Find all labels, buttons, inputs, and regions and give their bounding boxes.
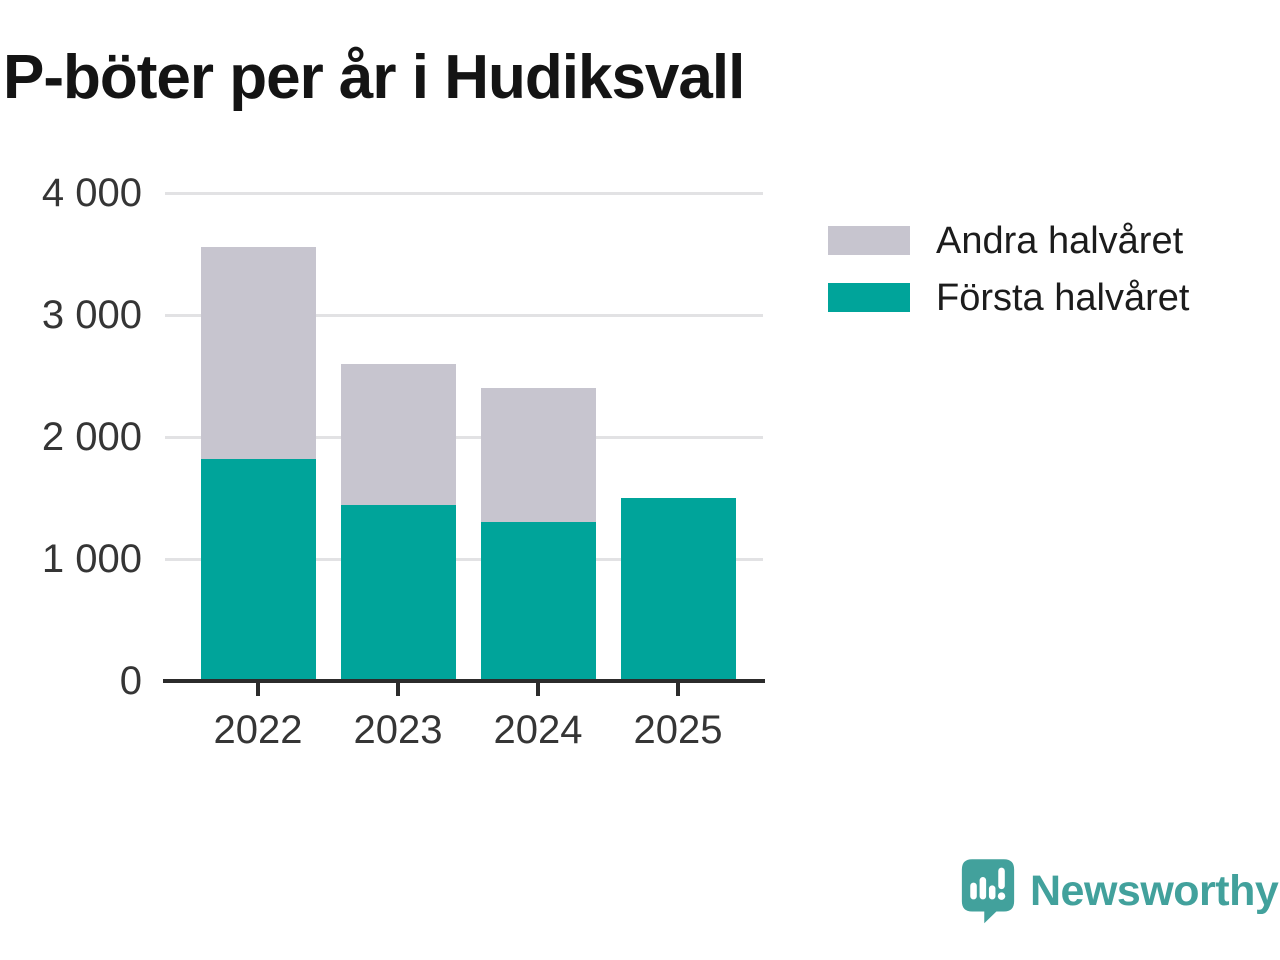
bar-segment-första-2023: [340, 505, 456, 681]
gridline: [165, 313, 763, 317]
bar-segment-första-2024: [480, 522, 596, 681]
newsworthy-speech-bubble-chart-icon: [961, 859, 1015, 924]
x-axis-label-2022: 2022: [213, 708, 303, 752]
axis-tick: [536, 681, 540, 696]
bar-segment-andra-2022: [200, 246, 316, 459]
gridline: [165, 435, 763, 439]
axis-line: [163, 679, 765, 683]
axis-tick: [676, 681, 680, 696]
bar-segment-andra-2024: [480, 388, 596, 523]
newsworthy-logo: Newsworthy: [960, 857, 1279, 924]
y-axis-tick-label: 4 000: [41, 171, 142, 215]
axis-tick: [396, 681, 400, 696]
legend-swatch-forsta-halvaret: [828, 283, 910, 312]
chart-title: P-böter per år i Hudiksvall: [3, 43, 745, 112]
legend-swatch-andra-halvaret: [828, 226, 910, 255]
bar-segment-första-2022: [200, 458, 316, 681]
x-axis-label-2023: 2023: [353, 708, 443, 752]
y-axis-tick-label: 3 000: [41, 293, 142, 337]
x-axis-label-2024: 2024: [493, 708, 583, 752]
x-axis-label-2025: 2025: [633, 708, 723, 752]
axis-tick: [256, 681, 260, 696]
legend-label-forsta-halvaret: Första halvåret: [936, 277, 1190, 319]
legend-label-andra-halvaret: Andra halvåret: [936, 220, 1184, 262]
gridline: [165, 557, 763, 561]
y-axis-tick-label: 0: [119, 659, 142, 703]
gridline: [165, 191, 763, 195]
bar-segment-första-2025: [620, 498, 736, 681]
bar-segment-andra-2023: [340, 363, 456, 506]
y-axis-tick-label: 2 000: [41, 415, 142, 459]
newsworthy-logo-text: Newsworthy: [1030, 867, 1279, 915]
y-axis-tick-label: 1 000: [41, 537, 142, 581]
